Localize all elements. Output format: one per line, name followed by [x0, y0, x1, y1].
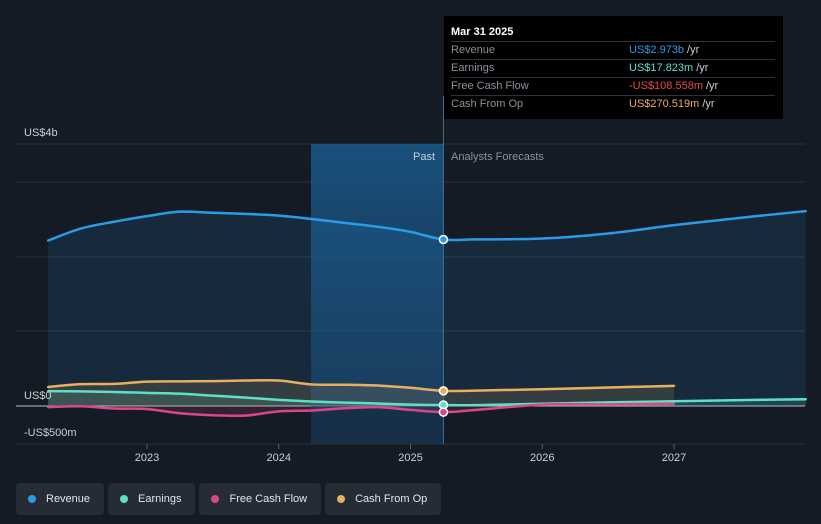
tooltip-unit: /yr [696, 62, 709, 74]
tooltip-label: Revenue [451, 44, 496, 56]
free-cash-flow-marker [438, 407, 449, 417]
x-axis-ticks: 2023 2024 2025 2026 2027 [135, 444, 686, 464]
past-label: Past [413, 151, 435, 163]
tooltip: Mar 31 2025 Revenue US$2.973b /yr Earnin… [444, 16, 783, 119]
legend-label: Earnings [138, 493, 182, 505]
legend-label: Cash From Op [355, 493, 428, 505]
tooltip-value: US$17.823m [629, 62, 694, 74]
legend-item-earnings[interactable]: Earnings [108, 483, 196, 515]
revenue-dot-icon [28, 495, 36, 503]
tooltip-unit: /yr [702, 98, 715, 110]
x-tick-label: 2025 [398, 452, 422, 464]
tooltip-label: Earnings [451, 62, 495, 74]
legend-label: Revenue [46, 493, 91, 505]
tooltip-date: Mar 31 2025 [451, 24, 775, 42]
free-cash-flow-dot-icon [211, 495, 220, 503]
legend-item-free-cash-flow[interactable]: Free Cash Flow [199, 483, 322, 515]
cash-from-op-marker [438, 386, 449, 396]
cash-from-op-line [46, 378, 676, 393]
tooltip-row-free-cash-flow: Free Cash Flow -US$108.558m /yr [451, 78, 775, 96]
tooltip-value: -US$108.558m [629, 80, 703, 92]
legend-label: Free Cash Flow [229, 493, 308, 505]
earnings-line [46, 389, 807, 407]
y-axis-label-top: US$4b [24, 127, 58, 139]
tooltip-value: US$270.519m [629, 98, 700, 110]
cash-from-op-area [48, 380, 674, 406]
free-cash-flow-line [46, 402, 676, 418]
tooltip-label: Cash From Op [451, 98, 524, 110]
revenue-marker [438, 234, 449, 245]
past-highlight-region [311, 144, 444, 444]
x-tick-label: 2027 [662, 452, 686, 464]
x-tick-label: 2024 [267, 452, 291, 464]
y-axis-label-bottom: -US$500m [24, 427, 77, 439]
hover-markers [438, 234, 449, 417]
forecast-label: Analysts Forecasts [451, 151, 544, 163]
tooltip-value: US$2.973b [629, 44, 685, 56]
y-axis-label-zero: US$0 [24, 390, 52, 402]
tooltip-unit: /yr [706, 80, 719, 92]
tooltip-label: Free Cash Flow [451, 80, 529, 92]
x-tick-label: 2023 [135, 452, 159, 464]
earnings-dot-icon [120, 495, 129, 503]
legend-item-cash-from-op[interactable]: Cash From Op [325, 483, 442, 515]
cash-from-op-dot-icon [337, 495, 346, 503]
series-lines [46, 209, 807, 418]
free-cash-flow-area [48, 403, 674, 416]
tooltip-row-cash-from-op: Cash From Op US$270.519m /yr [451, 96, 775, 113]
legend-item-revenue[interactable]: Revenue [16, 483, 105, 515]
tooltip-unit: /yr [687, 44, 700, 56]
revenue-area [48, 211, 806, 406]
x-tick-label: 2026 [530, 452, 554, 464]
legend: Revenue Earnings Free Cash Flow Cash Fro… [16, 483, 442, 515]
tooltip-row-earnings: Earnings US$17.823m /yr [451, 60, 775, 78]
revenue-line [46, 209, 807, 242]
tooltip-row-revenue: Revenue US$2.973b /yr [451, 42, 775, 60]
series-areas [48, 211, 806, 416]
